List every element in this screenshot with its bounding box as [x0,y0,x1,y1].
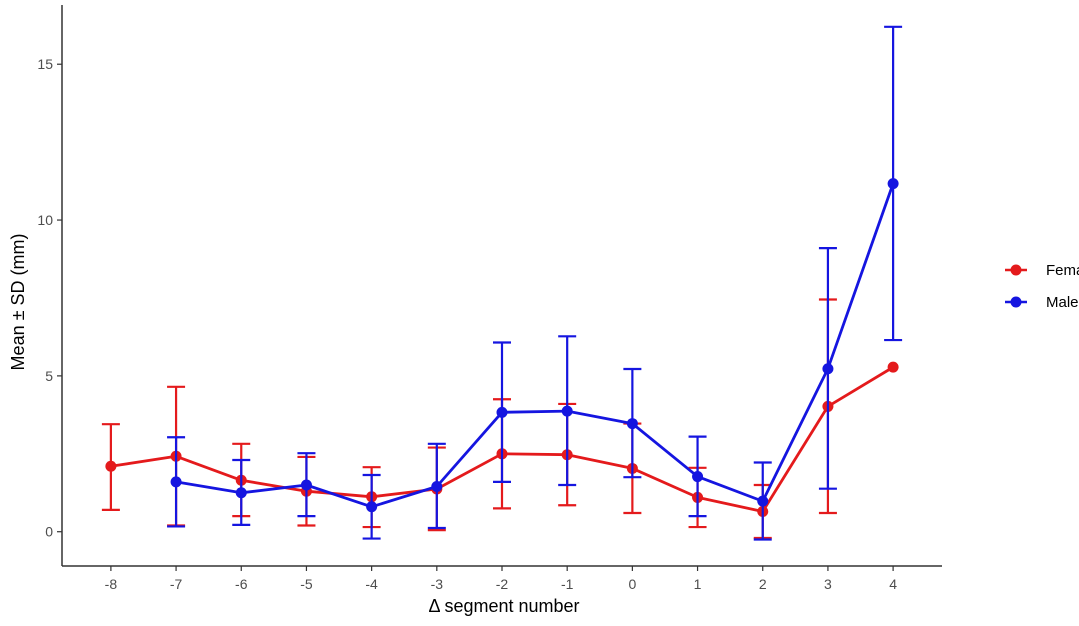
series-female [101,298,899,540]
y-ticks: 0 5 10 15 [37,56,62,540]
data-point [366,501,378,513]
y-tick-label: 10 [37,212,53,228]
data-point [757,495,769,507]
data-point [431,481,443,493]
data-point [170,476,182,488]
x-ticks: -8 -7 -6 -5 -4 -3 -2 -1 0 1 2 3 4 [105,566,897,592]
x-tick-label: -1 [561,576,574,592]
x-tick-label: -7 [170,576,183,592]
legend-item-male: Male [1005,294,1079,311]
legend: Female Male [1005,262,1079,311]
x-tick-label: 3 [824,576,832,592]
series-layer [101,25,903,541]
x-tick-label: -8 [105,576,118,592]
y-tick-label: 5 [45,368,53,384]
legend-label: Male [1046,294,1079,311]
data-point [105,460,117,472]
series-line [175,183,895,509]
series-male [167,25,903,541]
data-point [692,471,704,483]
legend-marker [1010,296,1022,308]
x-tick-label: 2 [759,576,767,592]
data-point [300,479,312,491]
legend-item-female: Female [1005,262,1079,279]
y-axis-title: Mean ± SD (mm) [8,234,28,371]
x-tick-label: -3 [431,576,444,592]
data-point [887,178,899,190]
data-point [822,363,834,375]
y-tick-label: 0 [45,524,53,540]
x-tick-label: -4 [365,576,378,592]
legend-label: Female [1046,262,1079,279]
data-point [626,418,638,430]
data-point [496,406,508,418]
x-tick-label: 1 [694,576,702,592]
y-tick-label: 15 [37,56,53,72]
data-point [887,361,899,373]
x-tick-label: 0 [628,576,636,592]
data-point [561,405,573,417]
x-tick-label: 4 [889,576,897,592]
x-tick-label: -5 [300,576,313,592]
x-axis-title: Δ segment number [428,596,579,616]
data-point [235,487,247,499]
legend-marker [1010,264,1022,276]
x-tick-label: -2 [496,576,509,592]
x-tick-label: -6 [235,576,248,592]
